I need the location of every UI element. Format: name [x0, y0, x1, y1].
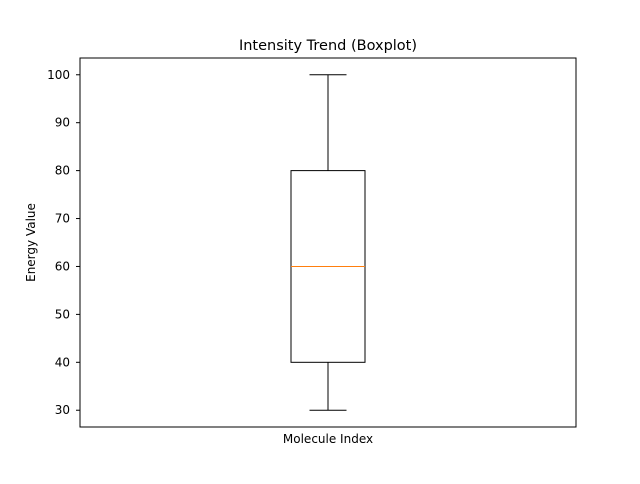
y-axis-label: Energy Value [24, 203, 38, 282]
y-tick-label: 100 [47, 68, 70, 82]
y-axis: 30 40 50 60 70 80 90 100 [47, 68, 80, 417]
y-tick-label: 50 [55, 307, 70, 321]
y-tick-label: 60 [55, 259, 70, 273]
chart-title: Intensity Trend (Boxplot) [239, 38, 417, 54]
x-axis-label: Molecule Index [283, 432, 373, 446]
box-layer [290, 74, 366, 411]
y-tick-label: 70 [55, 212, 70, 226]
y-tick-label: 30 [55, 403, 70, 417]
plot-area-frame [79, 57, 577, 428]
y-tick-label: 80 [55, 164, 70, 178]
y-tick-label: 90 [55, 116, 70, 130]
y-tick-label: 40 [55, 355, 70, 369]
